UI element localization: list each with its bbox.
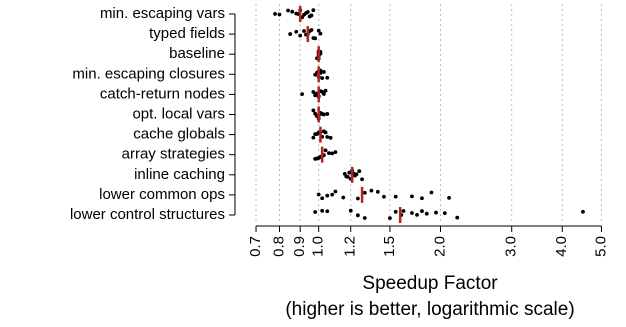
- data-point: [320, 196, 325, 201]
- data-point: [321, 112, 326, 117]
- data-point: [330, 151, 335, 156]
- x-axis-note: (higher is better, logarithmic scale): [285, 299, 574, 320]
- data-point: [313, 210, 318, 214]
- data-point: [311, 8, 316, 13]
- data-point: [455, 215, 460, 220]
- data-point: [388, 216, 392, 220]
- data-point: [321, 92, 326, 96]
- data-point: [420, 196, 424, 201]
- data-point: [362, 216, 367, 220]
- data-point: [273, 12, 277, 16]
- data-point: [355, 196, 360, 201]
- data-point: [434, 210, 438, 215]
- data-point: [325, 75, 330, 80]
- x-tick-label: 2.0: [431, 236, 448, 257]
- data-point: [305, 10, 310, 14]
- data-point: [401, 209, 406, 213]
- data-point: [294, 29, 299, 34]
- data-point: [347, 170, 352, 175]
- data-point: [316, 28, 321, 33]
- data-point: [323, 88, 328, 93]
- y-tick-label: baseline: [169, 45, 225, 62]
- data-point: [325, 135, 330, 139]
- data-point: [410, 211, 414, 215]
- x-tick-label: 5.0: [592, 236, 609, 257]
- data-point: [333, 189, 338, 194]
- y-tick-label: typed fields: [149, 25, 225, 42]
- data-point: [311, 90, 316, 94]
- data-point: [320, 208, 325, 213]
- data-point: [325, 112, 330, 116]
- data-point: [355, 213, 360, 218]
- y-tick-label: lower common ops: [99, 186, 225, 203]
- data-point: [309, 28, 314, 32]
- data-point: [316, 192, 321, 197]
- data-point: [362, 190, 367, 195]
- data-point: [375, 189, 380, 194]
- data-point: [321, 70, 326, 74]
- data-point: [323, 148, 328, 153]
- x-tick-label: 0.7: [247, 236, 264, 257]
- y-tick-label: min. escaping vars: [100, 5, 225, 22]
- data-point: [357, 169, 362, 174]
- data-point: [333, 150, 338, 155]
- data-point: [298, 33, 303, 38]
- data-point: [447, 195, 451, 200]
- data-point: [277, 12, 282, 17]
- data-point: [415, 212, 419, 217]
- data-point: [442, 211, 447, 216]
- y-tick-label: lower control structures: [70, 206, 225, 223]
- data-point: [341, 195, 346, 200]
- y-tick-label: inline caching: [134, 166, 225, 183]
- data-point: [393, 194, 398, 199]
- data-point: [313, 36, 318, 41]
- x-tick-label: 0.8: [270, 236, 287, 257]
- data-point: [311, 108, 316, 113]
- data-point: [330, 192, 335, 197]
- data-point: [325, 193, 330, 198]
- data-point: [323, 130, 328, 135]
- data-point: [393, 209, 398, 214]
- data-point: [309, 13, 314, 18]
- data-point: [325, 209, 330, 214]
- data-point: [354, 172, 359, 177]
- data-point: [302, 29, 306, 33]
- data-point: [429, 190, 434, 195]
- data-point: [382, 194, 386, 199]
- data-point: [410, 194, 414, 199]
- x-tick-label: 3.0: [503, 236, 520, 257]
- data-point: [327, 151, 331, 156]
- data-point: [424, 211, 429, 216]
- data-point: [286, 8, 290, 13]
- y-tick-label: cache globals: [133, 126, 225, 143]
- x-tick-label: 4.0: [553, 236, 570, 257]
- data-point: [328, 135, 333, 140]
- data-point: [288, 32, 293, 36]
- data-point: [300, 92, 305, 97]
- data-point: [348, 208, 353, 213]
- data-point: [369, 188, 374, 193]
- data-point: [581, 209, 585, 214]
- data-point: [311, 135, 316, 140]
- data-point: [360, 177, 364, 182]
- data-point: [420, 209, 424, 213]
- x-axis-label: Speedup Factor: [362, 273, 498, 294]
- x-tick-label: 1.0: [310, 236, 327, 257]
- y-tick-label: array strategies: [122, 146, 225, 163]
- x-tick-label: 0.9: [291, 236, 308, 257]
- data-point: [290, 9, 295, 14]
- data-point: [345, 175, 350, 179]
- y-tick-label: opt. local vars: [132, 105, 225, 122]
- y-tick-label: catch-return nodes: [100, 85, 225, 102]
- x-tick-label: 1.5: [381, 236, 398, 257]
- x-tick-label: 1.2: [342, 236, 359, 257]
- data-point: [320, 76, 325, 81]
- data-point: [318, 31, 323, 36]
- y-tick-label: min. escaping closures: [72, 65, 225, 82]
